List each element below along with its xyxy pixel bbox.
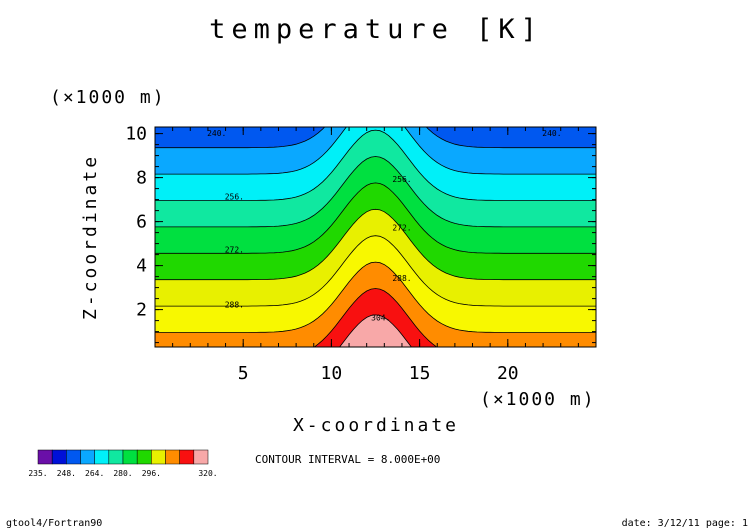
contour-band [155,130,596,227]
contour-band [314,288,437,347]
contour-label: 256. [392,175,411,184]
colorbar-swatch [193,449,209,465]
contour-line [155,235,596,307]
x-unit-label: (×1000 m) [480,389,596,410]
contour-line [155,261,596,333]
contour-band [155,127,596,201]
contour-line [339,314,412,347]
colorbar-label: 320. [198,469,217,478]
contour-line [155,182,596,254]
x-tick-label: 10 [321,363,343,384]
contour-band [155,182,596,280]
y-tick-label: 6 [136,212,147,233]
chart-title: temperature [K] [209,14,543,45]
colorbar [37,449,209,465]
y-tick-label: 10 [125,124,147,145]
contour-band [155,127,596,175]
y-tick-label: 8 [136,168,147,189]
colorbar-label: 235. [28,469,47,478]
colorbar-swatch [122,449,138,465]
contour-line [155,208,596,281]
contour-label: 288. [392,274,411,283]
colorbar-label: 280. [113,469,132,478]
contour-band [155,127,596,148]
contour-label: 256. [225,193,244,202]
contour-band [155,262,596,347]
y-tick-label: 2 [136,300,147,321]
contour-label: 272. [225,245,244,254]
colorbar-label: 296. [142,469,161,478]
colorbar-swatch [165,449,180,465]
contour-band [155,156,596,254]
contour-line [155,129,596,201]
contour-labels: 240. 240. 256. 256. 272. 272. 288. 288. 304. [207,129,561,323]
colorbar-swatch [151,449,166,465]
contour-line [155,156,596,228]
contour-interval-text: CONTOUR INTERVAL = 8.000E+00 [255,453,440,466]
x-axis-label: X-coordinate [293,415,459,436]
contour-label: 304. [371,314,390,323]
colorbar-swatch [136,449,152,465]
colorbar-swatch [37,449,53,465]
contour-line [155,127,596,175]
y-axis-label: Z-coordinate [80,154,101,320]
colorbar-swatch [94,449,110,465]
x-tick-label: 15 [409,363,431,384]
colorbar-label: 248. [57,469,76,478]
colorbar-label: 264. [85,469,104,478]
x-tick-label: 20 [497,363,519,384]
y-unit-label: (×1000 m) [50,87,166,108]
contour-label: 240. [207,129,226,138]
contour-band [155,235,596,333]
contour-bands [155,127,596,347]
footer-right: date: 3/12/11 page: 1 [622,518,748,529]
y-axis-ticks: 2 4 6 8 10 [125,124,596,344]
contour-line [313,288,438,347]
y-tick-label: 4 [136,256,147,277]
contour-lines [155,127,596,347]
colorbar-labels: 235. 248. 264. 280. 296. 320. [28,469,217,478]
plot-frame [154,126,597,348]
footer-left: gtool4/Fortran90 [6,518,102,529]
contour-band [155,209,596,307]
x-axis-ticks: 5 10 15 20 [172,127,579,384]
contour-label: 288. [225,300,244,309]
colorbar-swatch [108,449,124,465]
colorbar-swatch [179,449,195,465]
colorbar-swatch [51,449,67,465]
contour-label: 272. [392,223,411,232]
contour-label: 240. [542,129,561,138]
colorbar-swatch [66,449,81,465]
x-tick-label: 5 [238,363,249,384]
contour-line [155,127,596,149]
contour-band [339,314,412,347]
colorbar-swatch [80,449,95,465]
